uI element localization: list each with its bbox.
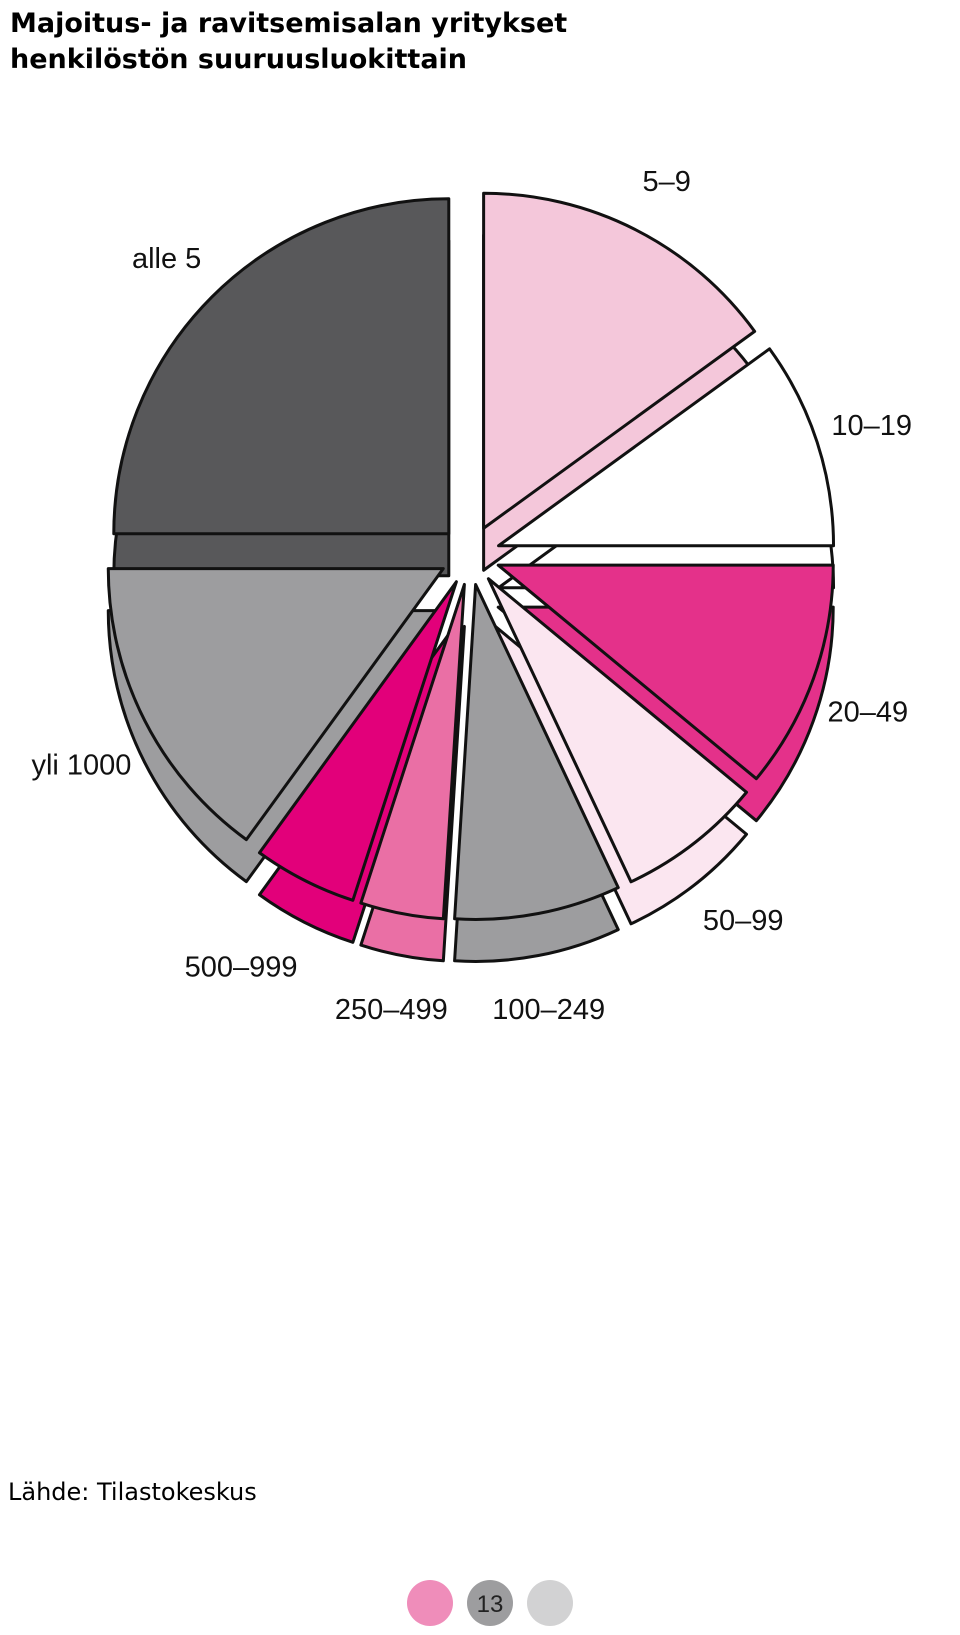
decor-dot bbox=[527, 1580, 573, 1626]
chart-title: Majoitus- ja ravitsemisalan yritykset bbox=[10, 8, 567, 39]
slice bbox=[497, 347, 836, 548]
slice bbox=[112, 197, 451, 536]
slice-label: 50–99 bbox=[703, 905, 784, 937]
source: Lähde: Tilastokeskus bbox=[8, 1478, 257, 1506]
slice bbox=[486, 577, 749, 884]
pie: 5–9 10–19 20–49 50–99 100–249 250–499 500–999 y… bbox=[31, 166, 912, 1026]
slice bbox=[453, 582, 620, 921]
chart-title: henkilöstön suuruusluokittain bbox=[10, 44, 467, 75]
slice bbox=[359, 582, 466, 921]
slice-label: alle 5 bbox=[132, 243, 201, 275]
slice bbox=[106, 567, 445, 842]
slice-label: 500–999 bbox=[185, 952, 298, 984]
slice bbox=[496, 563, 835, 781]
decor-dot bbox=[407, 1580, 453, 1626]
slice-label: 20–49 bbox=[828, 696, 909, 728]
decor-dot bbox=[467, 1580, 513, 1626]
slice bbox=[482, 191, 757, 530]
slice-label: yli 1000 bbox=[31, 750, 131, 782]
slice-label: 100–249 bbox=[492, 994, 605, 1026]
page-number: 13 bbox=[477, 1591, 504, 1618]
slice bbox=[257, 580, 458, 902]
slice-label: 250–499 bbox=[335, 994, 448, 1026]
slice-label: 5–9 bbox=[643, 166, 691, 198]
slice-label: 10–19 bbox=[831, 410, 912, 442]
